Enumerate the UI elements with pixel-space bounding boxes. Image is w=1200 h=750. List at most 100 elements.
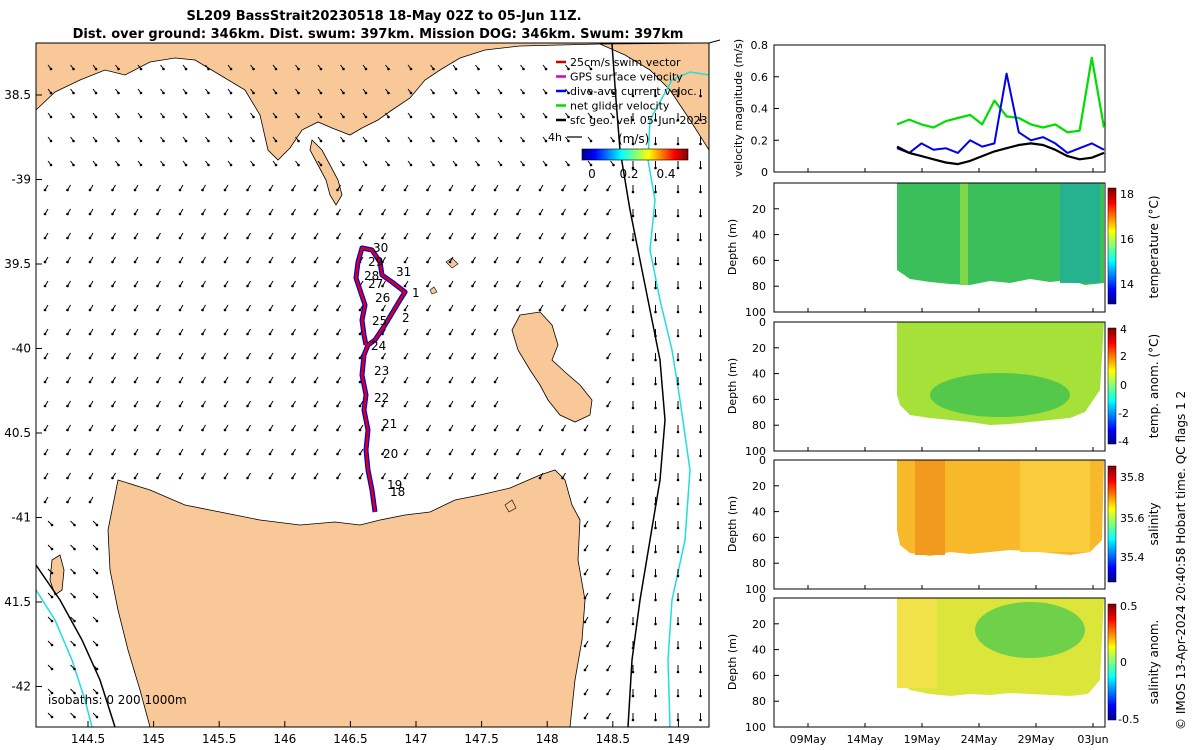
- velocity-arrowhead: [95, 523, 99, 527]
- velocity-arrowhead: [313, 284, 317, 288]
- arrow-scale-label: 4h: [548, 131, 562, 144]
- velocity-arrowhead: [426, 356, 429, 360]
- velocity-arrowhead: [111, 284, 114, 288]
- velocity-arrowhead: [246, 284, 249, 288]
- velocity-arrowhead: [297, 91, 300, 95]
- velocity-arrowhead: [268, 236, 272, 240]
- velocity-ytick-label: 0.2: [751, 134, 769, 147]
- velocity-arrowhead: [381, 380, 384, 384]
- velocity-arrowhead: [454, 139, 458, 143]
- velocity-arrowhead: [201, 332, 204, 336]
- velocity-arrowhead: [358, 308, 362, 312]
- velocity-arrowhead: [699, 262, 702, 266]
- flinders-island: [511, 311, 593, 423]
- velocity-arrowhead: [654, 94, 657, 98]
- velocity-arrowhead: [313, 404, 317, 408]
- velocity-arrowhead: [139, 115, 143, 119]
- velocity-arrowhead: [654, 382, 657, 386]
- velocity-arrowhead: [471, 212, 474, 216]
- velocity-arrowhead: [493, 404, 497, 408]
- velocity-arrowhead: [94, 139, 98, 143]
- velocity-arrowhead: [589, 115, 593, 119]
- velocity-arrowhead: [499, 115, 503, 119]
- velocity-arrowhead: [676, 574, 680, 578]
- velocity-arrowhead: [184, 139, 188, 143]
- velocity-arrowhead: [66, 260, 69, 264]
- salinity-ylabel: Depth (m): [726, 496, 739, 552]
- velocity-arrowhead: [246, 260, 249, 264]
- velocity-arrowhead: [589, 91, 593, 95]
- velocity-arrowhead: [699, 526, 702, 530]
- velocity-arrowhead: [699, 550, 702, 554]
- velocity-panel: velocity magnitude (m/s) 0 0.2 0.4 0.6 0.8: [708, 39, 1106, 179]
- velocity-arrowhead: [133, 308, 137, 312]
- velocity-arrowhead: [66, 308, 69, 312]
- velocity-arrowhead: [583, 644, 587, 648]
- velocity-arrowhead: [223, 356, 227, 360]
- velocity-arrowhead: [676, 334, 680, 338]
- velocity-arrowhead: [313, 452, 317, 456]
- velocity-arrowhead: [88, 428, 92, 432]
- isobath-legend: isobaths: 0 200 1000m: [48, 693, 187, 707]
- velocity-arrowhead: [207, 67, 210, 71]
- velocity-arrowhead: [73, 667, 76, 671]
- velocity-arrowhead: [381, 452, 384, 456]
- velocity-arrowhead: [364, 139, 368, 143]
- velocity-arrowhead: [313, 308, 317, 312]
- velocity-arrowhead: [567, 163, 570, 167]
- depth-tick-label: 20: [752, 618, 766, 631]
- velocity-arrowhead: [178, 260, 182, 264]
- velocity-arrowhead: [43, 332, 47, 336]
- velocity-arrowhead: [454, 91, 458, 95]
- velocity-arrowhead: [589, 163, 593, 167]
- velocity-yticks: 0 0.2 0.4 0.6 0.8: [751, 39, 779, 179]
- velocity-arrowhead: [156, 428, 159, 432]
- salinity-high-band: [915, 460, 945, 555]
- track-day-label: 26: [375, 291, 390, 305]
- velocity-arrowhead: [426, 452, 429, 456]
- depth-tick-label: 80: [752, 419, 766, 432]
- velocity-arrowhead: [699, 694, 702, 698]
- track-day-label: 21: [382, 417, 397, 431]
- velocity-arrowhead: [268, 188, 272, 192]
- temperature-colorbar: [1107, 187, 1117, 305]
- track-day-label: 18: [390, 485, 405, 499]
- velocity-arrowhead: [493, 236, 497, 240]
- velocity-arrowhead: [336, 428, 339, 432]
- velocity-arrowhead: [516, 260, 519, 264]
- velocity-arrowhead: [133, 476, 137, 480]
- velocity-arrowhead: [274, 91, 278, 95]
- temp-anom-ctick-m2: -2: [1118, 407, 1129, 420]
- velocity-arrowhead: [522, 115, 525, 119]
- velocity-arrowhead: [538, 452, 542, 456]
- velocity-arrowhead: [66, 500, 69, 504]
- velocity-arrowhead: [207, 115, 210, 119]
- velocity-arrowhead: [448, 356, 452, 360]
- velocity-arrowhead: [111, 236, 114, 240]
- velocity-arrowhead: [583, 692, 587, 696]
- velocity-series: [896, 56, 1106, 166]
- velocity-arrowhead: [291, 332, 294, 336]
- velocity-arrowhead: [381, 476, 384, 480]
- depth-tick-label: 0: [759, 454, 766, 467]
- velocity-arrowhead: [699, 382, 702, 386]
- salinity-panel: Depth (m) 35.8 35.6 35.4 salinity: [726, 459, 1161, 590]
- velocity-arrowhead: [654, 262, 657, 266]
- velocity-arrowhead: [358, 332, 362, 336]
- velocity-arrowhead: [178, 236, 182, 240]
- velocity-arrowhead: [73, 691, 76, 695]
- time-tick-label: 29May: [1018, 733, 1055, 746]
- velocity-arrowhead: [448, 212, 452, 216]
- velocity-arrowhead: [612, 139, 615, 143]
- velocity-arrowhead: [246, 380, 249, 384]
- velocity-arrowhead: [471, 452, 474, 456]
- velocity-arrowhead: [291, 188, 294, 192]
- velocity-arrowhead: [676, 166, 680, 170]
- velocity-arrowhead: [246, 308, 249, 312]
- velocity-arrowhead: [246, 236, 249, 240]
- velocity-arrowhead: [95, 595, 99, 599]
- temperature-clabel: temperature (°C): [1147, 196, 1161, 299]
- velocity-arrowhead: [471, 308, 474, 312]
- velocity-arrowhead: [477, 163, 480, 167]
- velocity-arrowhead: [162, 163, 165, 167]
